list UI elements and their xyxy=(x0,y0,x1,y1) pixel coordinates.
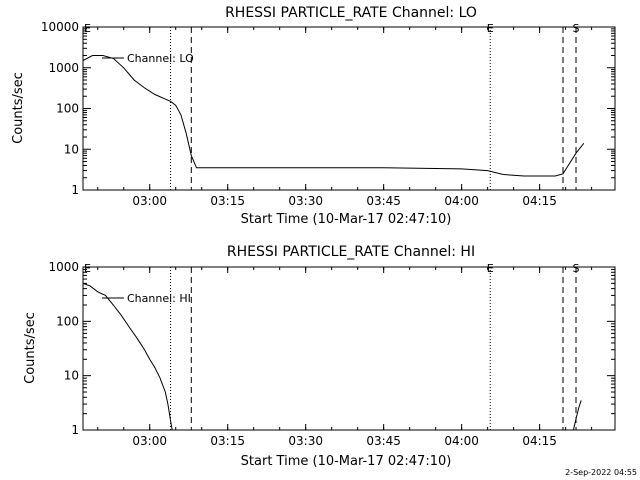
lo-chart-title: RHESSI PARTICLE_RATE Channel: LO xyxy=(225,5,477,21)
hi-x-tick-label: 03:30 xyxy=(288,434,323,448)
lo-y-axis-label: Counts/sec xyxy=(11,72,26,144)
hi-left-edge-label: E xyxy=(84,262,91,275)
lo-axes: 03:00 03:15 03:30 03:45 04:00 04:15 1 10 100 1000… xyxy=(41,20,615,208)
hi-x-tick-label: 04:15 xyxy=(522,434,557,448)
lo-left-edge-label: E xyxy=(84,22,91,35)
timestamp: 2-Sep-2022 04:55 xyxy=(565,468,637,477)
hi-series-line xyxy=(82,282,173,431)
hi-x-axis-label: Start Time (10-Mar-17 02:47:10) xyxy=(241,454,452,469)
lo-channel-panel: RHESSI PARTICLE_RATE Channel: LO Counts/… xyxy=(11,5,616,227)
hi-y-tick-label: 1000 xyxy=(48,260,79,274)
lo-x-tick-label: 03:00 xyxy=(132,194,167,208)
lo-y-tick-label: 1 xyxy=(71,183,79,197)
lo-legend-label: Channel: LO xyxy=(127,52,194,65)
hi-x-tick-label: 03:45 xyxy=(366,434,401,448)
lo-y-tick-label: 10 xyxy=(64,142,79,156)
lo-x-axis-label: Start Time (10-Mar-17 02:47:10) xyxy=(241,212,452,227)
hi-channel-panel: RHESSI PARTICLE_RATE Channel: HI Counts/… xyxy=(23,244,616,469)
lo-y-tick-label: 100 xyxy=(56,102,79,116)
lo-x-tick-label: 03:30 xyxy=(288,194,323,208)
hi-axes: 03:00 03:15 03:30 03:45 04:00 04:15 1 10 100 1000 xyxy=(48,260,615,448)
lo-series-line xyxy=(82,55,585,177)
lo-legend: Channel: LO xyxy=(102,52,194,65)
hi-marker-label: S xyxy=(573,262,580,275)
hi-chart-title: RHESSI PARTICLE_RATE Channel: HI xyxy=(227,244,475,260)
lo-x-tick-label: 03:15 xyxy=(210,194,245,208)
lo-marker-label: E xyxy=(487,22,494,35)
lo-x-tick-label: 03:45 xyxy=(366,194,401,208)
lo-x-tick-label: 04:00 xyxy=(444,194,479,208)
hi-legend: Channel: HI xyxy=(102,292,191,305)
hi-y-tick-label: 100 xyxy=(56,314,79,328)
hi-x-tick-label: 03:00 xyxy=(132,434,167,448)
hi-legend-label: Channel: HI xyxy=(127,292,191,305)
hi-plot-frame xyxy=(82,266,616,431)
hi-y-tick-label: 1 xyxy=(71,423,79,437)
lo-y-tick-label: 10000 xyxy=(41,20,79,34)
hi-series xyxy=(82,282,582,431)
hi-y-tick-label: 10 xyxy=(64,369,79,383)
lo-x-tick-label: 04:15 xyxy=(522,194,557,208)
lo-y-tick-label: 1000 xyxy=(48,61,79,75)
hi-marker-label: E xyxy=(487,262,494,275)
hi-series-line xyxy=(572,400,582,431)
lo-marker-label: S xyxy=(573,22,580,35)
hi-x-tick-label: 03:15 xyxy=(210,434,245,448)
lo-series xyxy=(82,55,585,177)
hi-y-axis-label: Counts/sec xyxy=(23,312,38,384)
hi-x-tick-label: 04:00 xyxy=(444,434,479,448)
